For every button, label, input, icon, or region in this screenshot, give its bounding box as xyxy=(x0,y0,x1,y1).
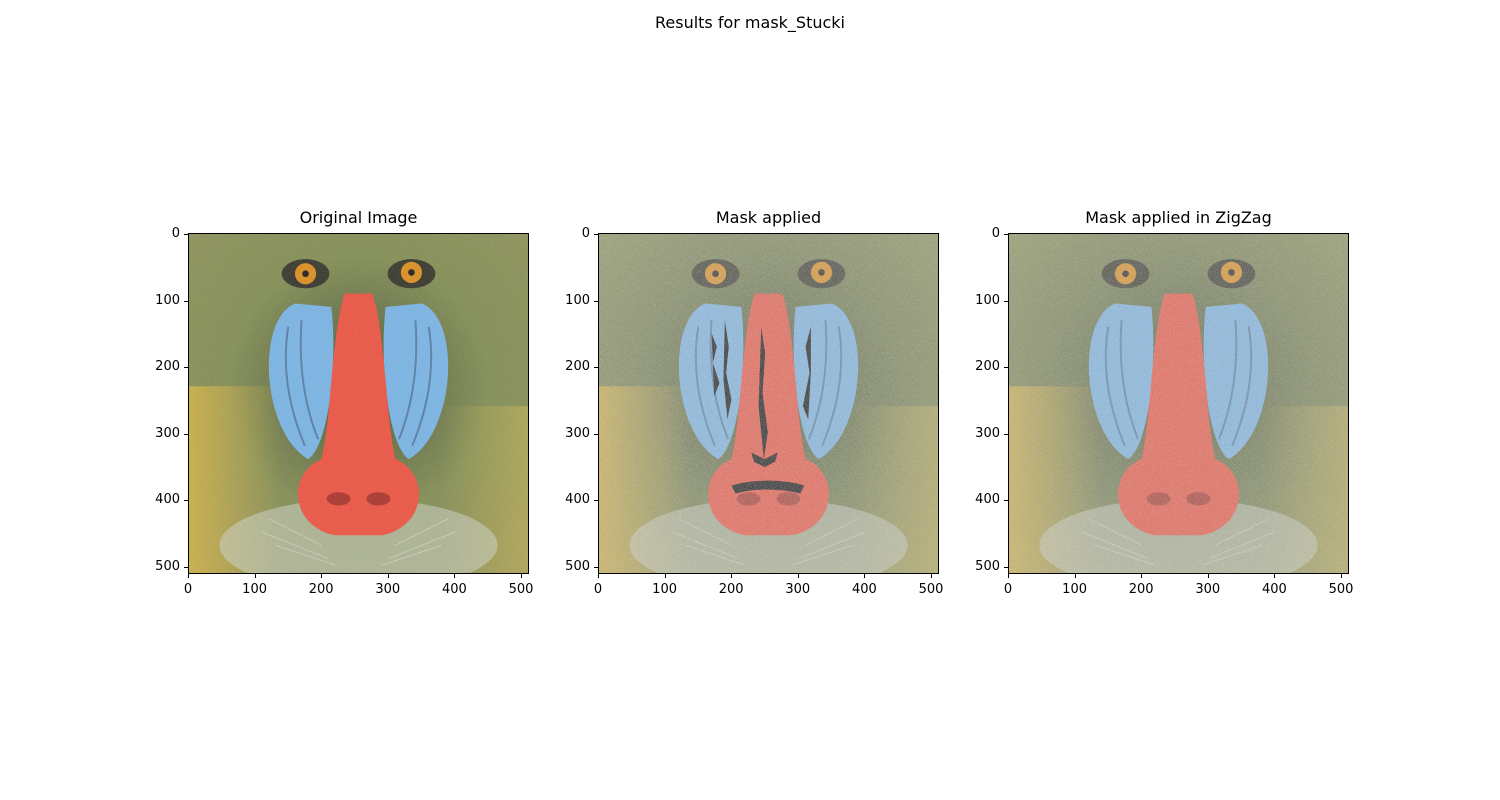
mandrill-image xyxy=(599,234,938,573)
x-tick-label: 100 xyxy=(1062,582,1087,597)
mandrill-image xyxy=(1009,234,1348,573)
y-tick-mark xyxy=(1004,367,1008,369)
x-tick-mark xyxy=(731,574,733,578)
y-tick-label: 0 xyxy=(171,226,180,241)
x-tick-label: 500 xyxy=(508,582,534,597)
y-tick-label: 400 xyxy=(975,492,1000,508)
x-tick-label: 300 xyxy=(1195,582,1221,597)
figure-suptitle: Results for mask_Stucki xyxy=(654,13,845,32)
x-tick-mark xyxy=(521,574,522,578)
y-tick-mark xyxy=(184,500,188,502)
y-tick-mark xyxy=(1004,567,1008,568)
x-tick-label: 400 xyxy=(851,582,877,597)
y-tick-label: 100 xyxy=(565,292,590,308)
y-tick-label: 200 xyxy=(975,359,1000,375)
y-tick-mark xyxy=(1004,500,1008,502)
x-tick-mark xyxy=(664,574,666,578)
x-tick-mark xyxy=(188,574,189,578)
x-tick-label: 200 xyxy=(308,582,334,597)
y-tick-label: 500 xyxy=(155,559,180,574)
x-tick-mark xyxy=(1341,574,1342,578)
x-tick-label: 400 xyxy=(441,582,467,597)
x-tick-mark xyxy=(598,574,599,578)
x-tick-label: 300 xyxy=(375,582,401,597)
y-tick-label: 400 xyxy=(565,492,590,508)
x-tick-mark xyxy=(1274,574,1276,578)
x-tick-mark xyxy=(254,574,256,578)
x-tick-label: 0 xyxy=(183,582,193,597)
y-tick-label: 0 xyxy=(991,226,1000,241)
y-tick-mark xyxy=(184,300,188,302)
panel-title: Original Image xyxy=(299,208,418,227)
x-tick-label: 300 xyxy=(785,582,811,597)
x-tick-label: 0 xyxy=(593,582,603,597)
x-tick-label: 100 xyxy=(242,582,267,597)
y-tick-mark xyxy=(184,433,188,435)
x-tick-mark xyxy=(1207,574,1209,578)
y-tick-label: 300 xyxy=(975,425,1000,441)
x-tick-mark xyxy=(797,574,799,578)
y-tick-mark xyxy=(184,367,188,369)
x-tick-label: 200 xyxy=(1128,582,1154,597)
x-tick-label: 100 xyxy=(652,582,677,597)
y-tick-mark xyxy=(594,367,598,369)
y-tick-label: 300 xyxy=(155,425,180,441)
y-tick-mark xyxy=(184,234,188,235)
y-tick-mark xyxy=(1004,300,1008,302)
y-tick-label: 300 xyxy=(565,425,590,441)
x-tick-mark xyxy=(931,574,932,578)
x-tick-mark xyxy=(387,574,389,578)
x-tick-label: 200 xyxy=(718,582,744,597)
panel-title: Mask applied xyxy=(715,208,822,227)
y-tick-label: 100 xyxy=(155,292,180,308)
y-tick-label: 200 xyxy=(155,359,180,375)
x-tick-mark xyxy=(321,574,323,578)
y-tick-mark xyxy=(184,567,188,568)
y-tick-mark xyxy=(594,500,598,502)
y-tick-label: 0 xyxy=(581,226,590,241)
x-tick-mark xyxy=(454,574,456,578)
image-frame xyxy=(188,233,529,574)
x-tick-label: 500 xyxy=(1328,582,1354,597)
y-tick-mark xyxy=(594,300,598,302)
y-tick-mark xyxy=(594,234,598,235)
y-tick-label: 200 xyxy=(565,359,590,375)
y-tick-mark xyxy=(1004,433,1008,435)
x-tick-label: 500 xyxy=(918,582,944,597)
panel-title: Mask applied in ZigZag xyxy=(1085,208,1272,227)
y-tick-label: 100 xyxy=(975,292,1000,308)
x-tick-label: 400 xyxy=(1261,582,1287,597)
x-tick-mark xyxy=(1141,574,1143,578)
y-tick-label: 500 xyxy=(565,559,590,574)
y-tick-mark xyxy=(594,567,598,568)
y-tick-label: 500 xyxy=(975,559,1000,574)
image-frame xyxy=(1008,233,1349,574)
x-tick-mark xyxy=(1008,574,1009,578)
x-tick-mark xyxy=(864,574,866,578)
image-frame xyxy=(598,233,939,574)
x-tick-label: 0 xyxy=(1003,582,1013,597)
y-tick-label: 400 xyxy=(155,492,180,508)
x-tick-mark xyxy=(1074,574,1076,578)
y-tick-mark xyxy=(1004,234,1008,235)
mandrill-image xyxy=(189,234,528,573)
y-tick-mark xyxy=(594,433,598,435)
